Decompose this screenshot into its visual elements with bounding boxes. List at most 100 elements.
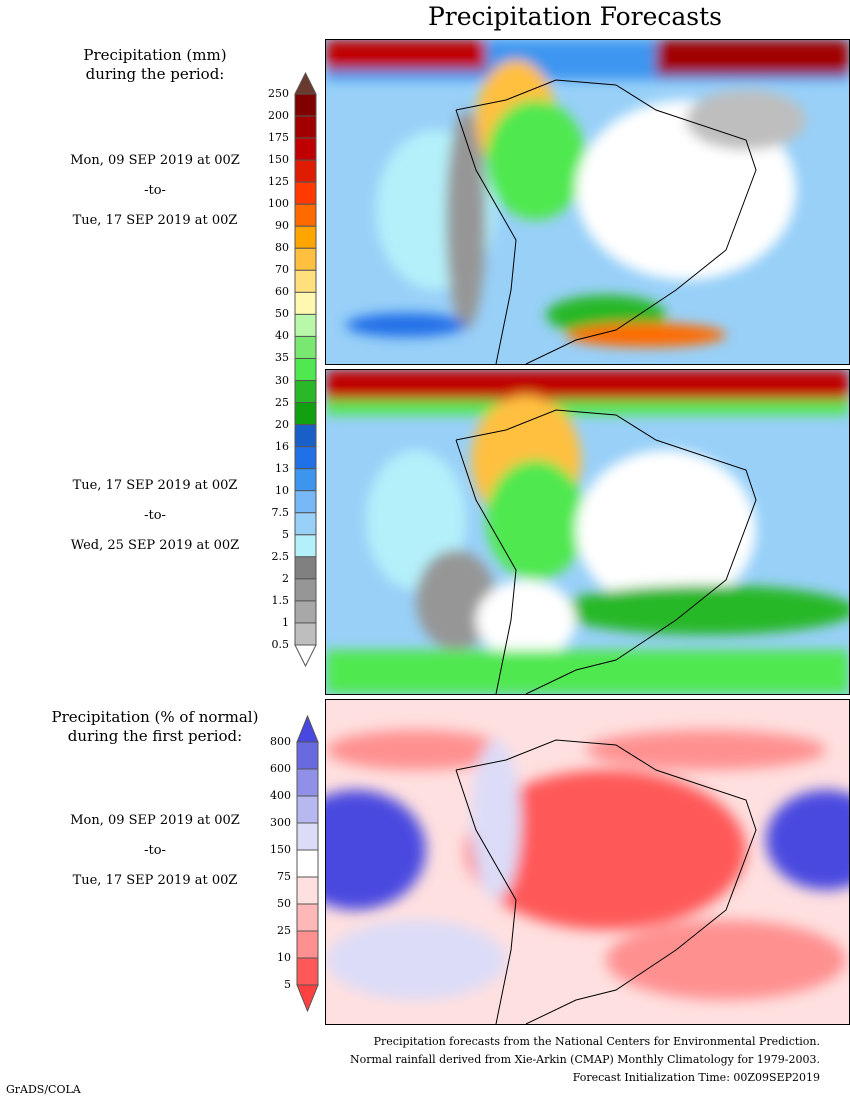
colorbar-tick-label: 125 xyxy=(268,175,289,189)
colorbar-swatch xyxy=(296,930,319,959)
legend2-heading-line1: Precipitation (% of normal) xyxy=(51,708,259,726)
colorbar-tick-label: 20 xyxy=(275,417,289,431)
colorbar-swatch xyxy=(296,795,319,824)
colorbar-tick-label: 600 xyxy=(270,762,291,775)
colorbar-tick-label: 13 xyxy=(275,461,289,475)
period3-end: Tue, 17 SEP 2019 at 00Z xyxy=(72,873,238,888)
colorbar-over-triangle xyxy=(296,715,319,743)
colorbar-tick-label: 150 xyxy=(268,153,289,167)
credit: GrADS/COLA xyxy=(6,1083,81,1096)
colorbar-tick-label: 80 xyxy=(275,241,289,255)
figure-title: Precipitation Forecasts xyxy=(427,2,723,31)
colorbar-tick-label: 35 xyxy=(275,351,289,365)
colorbar-tick-label: 2 xyxy=(282,571,289,585)
colorbar-swatch xyxy=(294,357,317,382)
colorbar-tick-label: 16 xyxy=(275,439,289,453)
colorbar-swatch xyxy=(294,159,317,183)
precip-map-period1 xyxy=(325,39,850,365)
colorbar-swatch xyxy=(296,957,319,986)
period3-sep: -to- xyxy=(144,843,166,858)
colorbar-swatch xyxy=(294,115,317,139)
legend2-heading: Precipitation (% of normal) during the f… xyxy=(20,708,290,746)
legend2-heading-line2: during the first period: xyxy=(67,727,243,745)
colorbar-tick-label: 7.5 xyxy=(271,505,290,519)
colorbar-tick-label: 50 xyxy=(275,307,289,321)
colorbar-swatch xyxy=(294,622,317,646)
colorbar-swatch xyxy=(294,578,317,602)
colorbar-swatch xyxy=(294,181,317,205)
colorbar-tick-label: 70 xyxy=(275,263,289,277)
period1-sep: -to- xyxy=(144,183,166,198)
colorbar-tick-label: 75 xyxy=(277,870,291,883)
colorbar-swatch xyxy=(296,876,319,905)
colorbar-tick-label: 30 xyxy=(275,373,289,387)
colorbar-tick-label: 200 xyxy=(268,109,289,123)
footer-line2: Normal rainfall derived from Xie-Arkin (… xyxy=(350,1053,820,1066)
colorbar-tick-label: 250 xyxy=(268,87,289,100)
percent-normal-map xyxy=(325,699,850,1025)
colorbar-swatch xyxy=(296,822,319,851)
colorbar-swatch xyxy=(294,600,317,624)
period2-sep: -to- xyxy=(144,508,166,523)
colorbar-swatch xyxy=(294,313,317,337)
colorbar-tick-label: 800 xyxy=(270,735,291,748)
colorbar-tick-label: 0.5 xyxy=(271,638,290,651)
legend1-colorbar-svg xyxy=(294,72,317,667)
period3-start: Mon, 09 SEP 2019 at 00Z xyxy=(70,813,240,828)
colorbar-tick-label: 5 xyxy=(282,527,289,541)
footer-line1: Precipitation forecasts from the Nationa… xyxy=(373,1035,820,1048)
period2-start: Tue, 17 SEP 2019 at 00Z xyxy=(72,478,238,493)
precip-map-period2 xyxy=(325,369,850,695)
colorbar-swatch xyxy=(294,291,317,315)
colorbar-swatch xyxy=(294,335,317,359)
colorbar-tick-label: 300 xyxy=(270,816,291,829)
colorbar-tick-label: 50 xyxy=(277,897,291,910)
legend1-heading-line1: Precipitation (mm) xyxy=(83,46,227,64)
legend2-colorbar-svg xyxy=(296,715,319,1012)
colorbar-tick-label: 5 xyxy=(284,978,291,991)
colorbar-swatch xyxy=(296,849,319,878)
colorbar-tick-label: 40 xyxy=(275,329,289,343)
colorbar-swatch xyxy=(294,203,317,227)
colorbar-tick-label: 10 xyxy=(275,483,289,497)
colorbar-swatch xyxy=(294,446,317,470)
colorbar-swatch xyxy=(294,490,317,514)
colorbar-swatch xyxy=(294,468,317,492)
period2-end: Wed, 25 SEP 2019 at 00Z xyxy=(70,538,240,553)
colorbar-swatch xyxy=(294,247,317,271)
colorbar-under-triangle xyxy=(296,984,319,1012)
colorbar-tick-label: 1.5 xyxy=(271,593,290,607)
colorbar-tick-label: 10 xyxy=(277,951,291,964)
colorbar-tick-label: 60 xyxy=(275,285,289,299)
colorbar-swatch xyxy=(294,225,317,249)
period1-end: Tue, 17 SEP 2019 at 00Z xyxy=(72,213,238,228)
colorbar-swatch xyxy=(294,556,317,580)
colorbar-over-triangle xyxy=(294,72,317,95)
period1-start: Mon, 09 SEP 2019 at 00Z xyxy=(70,153,240,168)
colorbar-swatch xyxy=(294,512,317,536)
colorbar-tick-label: 25 xyxy=(275,395,289,409)
footer-line3: Forecast Initialization Time: 00Z09SEP20… xyxy=(572,1071,820,1084)
colorbar-swatch xyxy=(294,424,317,448)
colorbar-swatch xyxy=(294,93,317,117)
colorbar-swatch xyxy=(294,137,317,161)
colorbar-swatch xyxy=(294,380,317,404)
colorbar-tick-label: 25 xyxy=(277,924,291,937)
colorbar-tick-label: 2.5 xyxy=(271,549,290,563)
colorbar-tick-label: 150 xyxy=(270,843,291,856)
colorbar-swatch xyxy=(296,768,319,797)
colorbar-swatch xyxy=(294,402,317,426)
legend1-heading: Precipitation (mm) during the period: xyxy=(20,46,290,84)
colorbar-swatch xyxy=(294,534,317,558)
legend1-heading-line2: during the period: xyxy=(85,65,225,83)
colorbar-under-triangle xyxy=(294,644,317,667)
colorbar-tick-label: 90 xyxy=(275,219,289,233)
colorbar-swatch xyxy=(296,741,319,770)
colorbar-swatch xyxy=(294,269,317,293)
colorbar-tick-label: 400 xyxy=(270,789,291,802)
colorbar-tick-label: 175 xyxy=(268,131,289,145)
colorbar-tick-label: 1 xyxy=(282,615,289,629)
colorbar-swatch xyxy=(296,903,319,932)
colorbar-tick-label: 100 xyxy=(268,197,289,211)
